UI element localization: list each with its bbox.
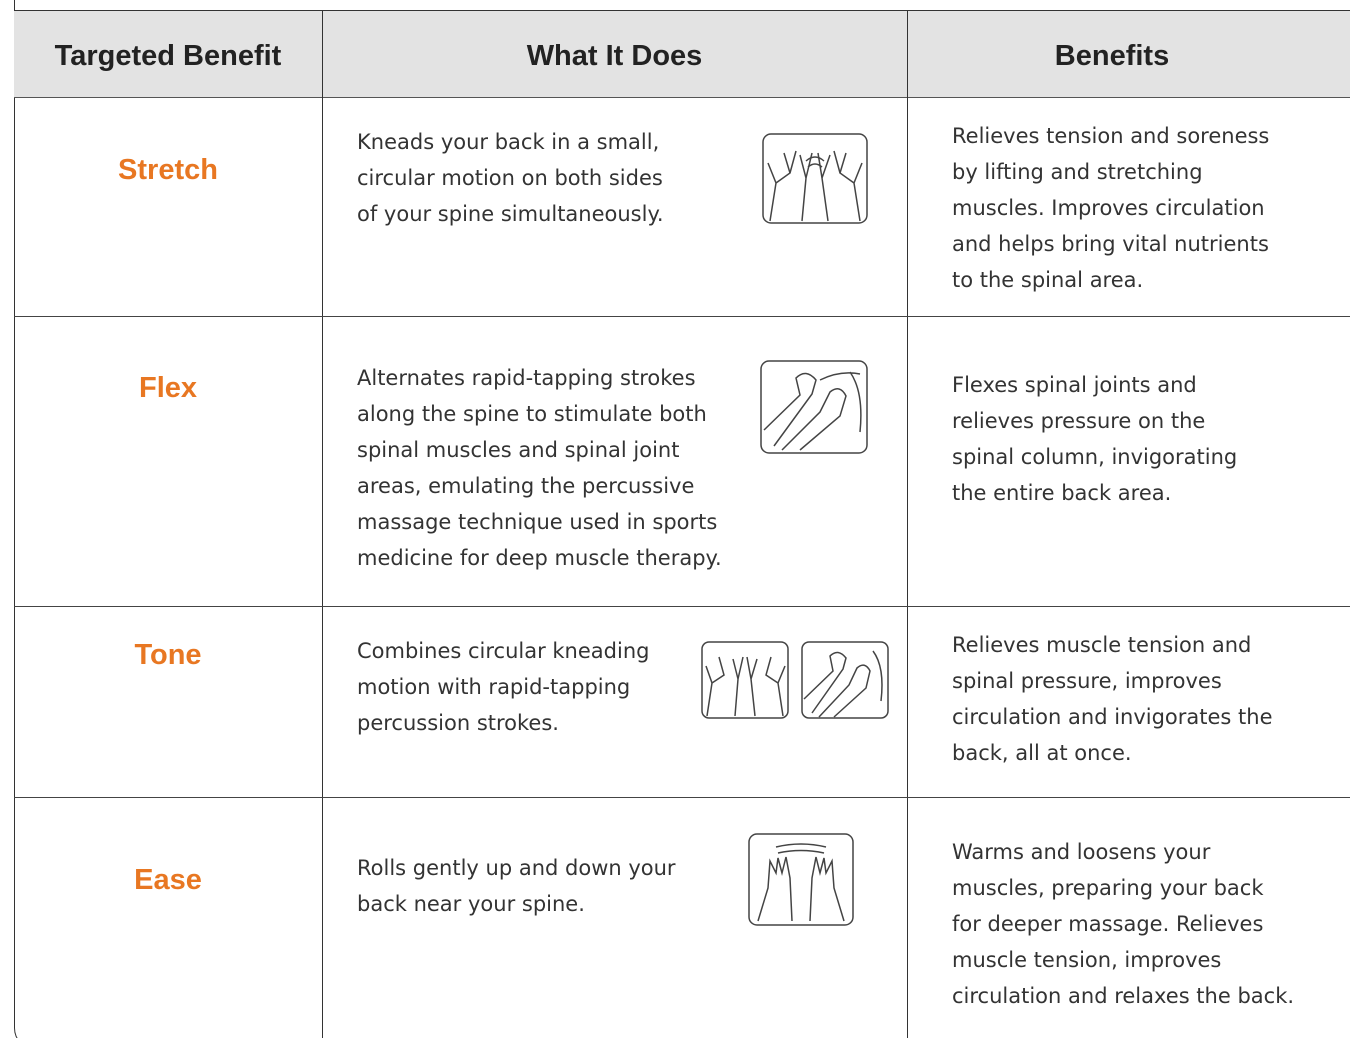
header-row — [14, 10, 1350, 98]
row-divider — [14, 606, 1350, 607]
header-cell: Targeted Benefit — [54, 40, 282, 72]
benefits-line: muscle tension, improves — [952, 948, 1222, 972]
description-line: medicine for deep muscle therapy. — [357, 546, 722, 570]
benefits-line: muscles, preparing your back — [952, 876, 1264, 900]
benefits-line: circulation and relaxes the back. — [952, 984, 1295, 1008]
benefits-line: relieves pressure on the — [952, 409, 1206, 433]
column-divider — [907, 10, 908, 1038]
benefits-line: spinal column, invigorating — [952, 445, 1238, 469]
benefits-line: Relieves muscle tension and — [952, 633, 1252, 657]
benefits-line: the entire back area. — [952, 481, 1172, 505]
benefit-name: Flex — [138, 372, 198, 404]
benefit-name: Stretch — [118, 154, 218, 186]
benefits-line: to the spinal area. — [952, 268, 1144, 292]
table-frame — [14, 0, 1350, 1038]
benefit-name: Ease — [134, 864, 202, 896]
benefits-line: and helps bring vital nutrients — [952, 232, 1269, 256]
description-line: back near your spine. — [357, 892, 585, 916]
benefits-line: Relieves tension and soreness — [952, 124, 1270, 148]
description-line: massage technique used in sports — [357, 510, 718, 534]
description-line: of your spine simultaneously. — [357, 202, 664, 226]
kneading-icon — [701, 641, 789, 719]
row-divider — [14, 797, 1350, 798]
kneading-icon — [762, 133, 868, 224]
benefit-name: Tone — [134, 639, 202, 671]
description-line: circular motion on both sides — [357, 166, 663, 190]
description-line: spinal muscles and spinal joint — [357, 438, 680, 462]
benefits-line: Warms and loosens your — [952, 840, 1211, 864]
benefits-line: muscles. Improves circulation — [952, 196, 1265, 220]
description-line: Combines circular kneading — [357, 639, 650, 663]
column-divider — [322, 10, 323, 1038]
row-divider — [14, 316, 1350, 317]
description-line: areas, emulating the percussive — [357, 474, 695, 498]
tapping-icon — [760, 360, 868, 454]
description-line: Rolls gently up and down your — [357, 856, 676, 880]
description-line: motion with rapid-tapping — [357, 675, 631, 699]
header-cell: Benefits — [1054, 40, 1170, 72]
rolling-icon — [748, 833, 854, 926]
benefits-line: circulation and invigorates the — [952, 705, 1273, 729]
benefits-line: back, all at once. — [952, 741, 1132, 765]
benefits-line: by lifting and stretching — [952, 160, 1203, 184]
description-line: percussion strokes. — [357, 711, 559, 735]
description-line: Kneads your back in a small, — [357, 130, 660, 154]
header-cell: What It Does — [526, 40, 703, 72]
description-line: along the spine to stimulate both — [357, 402, 707, 426]
description-line: Alternates rapid-tapping strokes — [357, 366, 696, 390]
benefits-line: for deeper massage. Relieves — [952, 912, 1264, 936]
benefits-line: spinal pressure, improves — [952, 669, 1222, 693]
benefits-line: Flexes spinal joints and — [952, 373, 1197, 397]
tapping-icon — [801, 641, 889, 719]
